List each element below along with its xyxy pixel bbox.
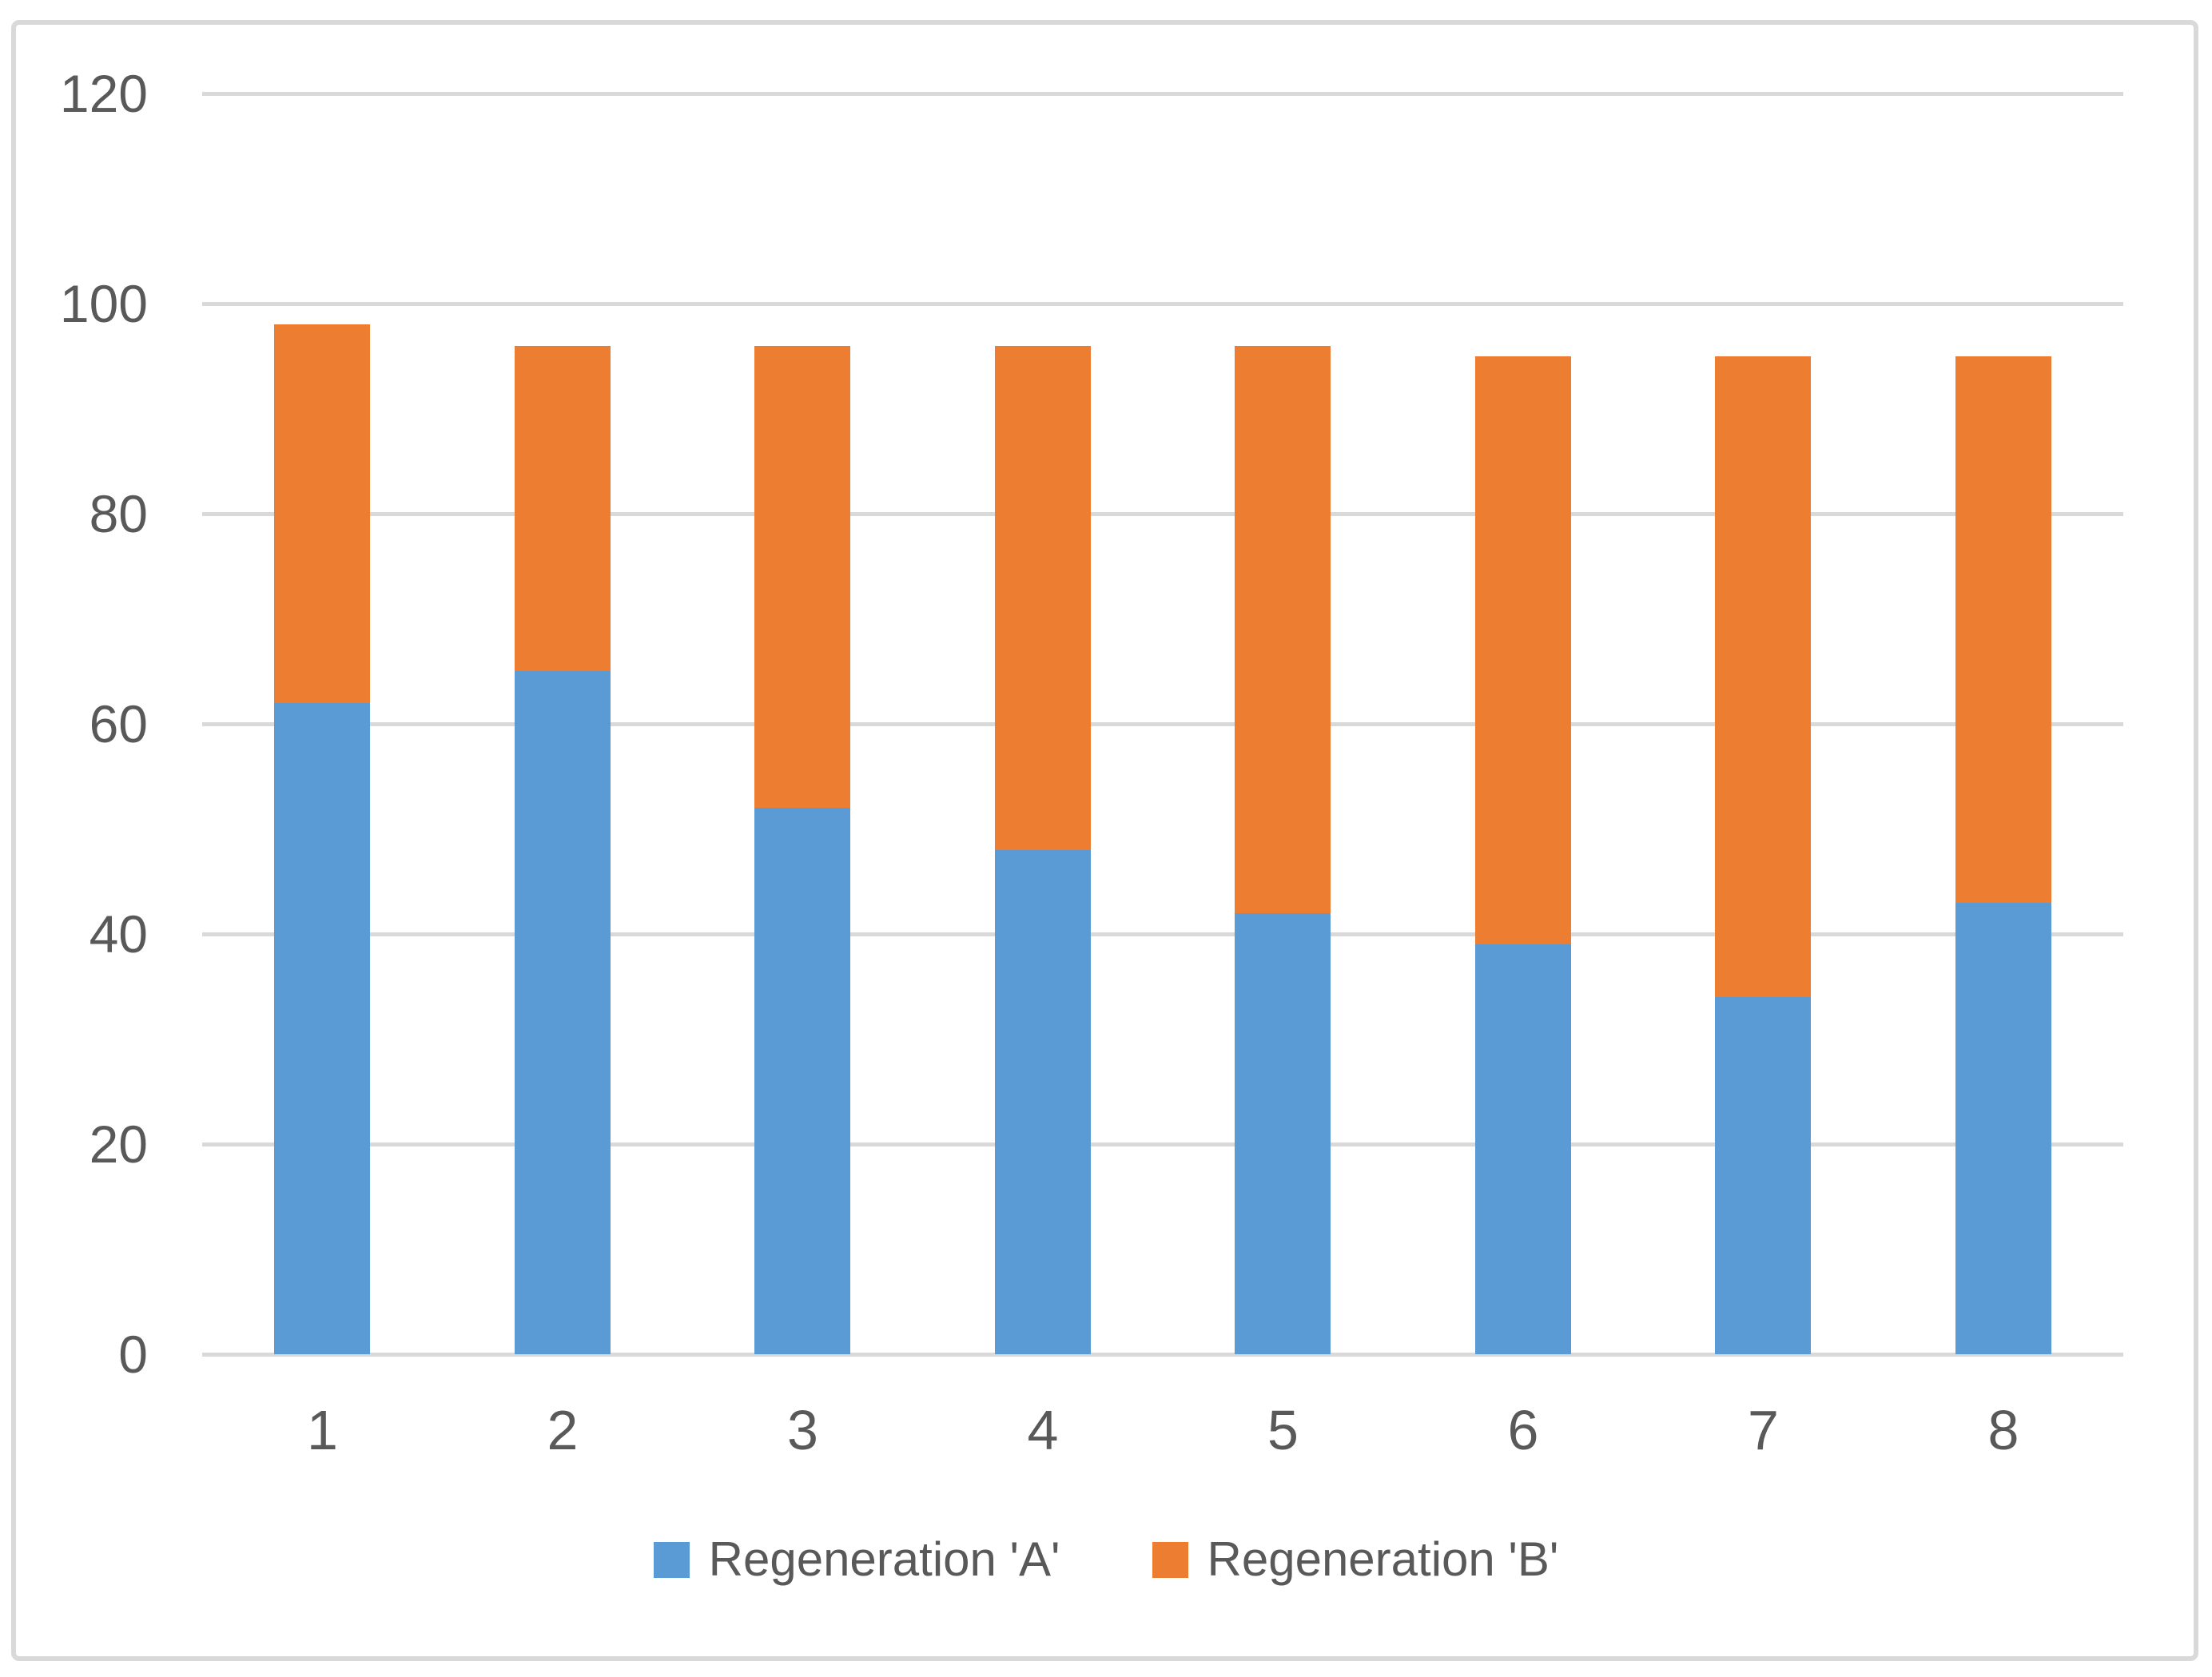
legend-item-1: Regeneration 'A' [653,1532,1060,1586]
gridline-y-60 [202,721,2123,726]
y-tick-label-100: 100 [59,274,148,333]
y-tick-label-0: 0 [118,1325,148,1384]
bar-cat3-series1 [754,808,851,1354]
bar-cat6-series1 [1474,944,1571,1354]
y-tick-label-120: 120 [59,64,148,123]
bar-cat4-series2 [994,345,1091,850]
y-tick-label-20: 20 [89,1115,148,1174]
bar-cat1-series1 [274,702,371,1354]
gridline-y-80 [202,511,2123,516]
x-tick-label-1: 1 [307,1399,338,1461]
gridline-y-100 [202,301,2123,306]
x-tick-label-6: 6 [1507,1399,1539,1461]
legend-swatch-icon [653,1541,690,1578]
legend-item-2: Regeneration 'B' [1152,1532,1559,1586]
x-tick-label-2: 2 [547,1399,579,1461]
y-tick-label-60: 60 [89,694,148,753]
plot-area [202,91,2123,1357]
bar-cat8-series2 [1955,356,2051,903]
y-tick-label-40: 40 [89,904,148,964]
x-tick-label-5: 5 [1267,1399,1299,1461]
gridline-y-120 [202,91,2123,96]
gridline-y-40 [202,932,2123,936]
chart-frame-border [11,20,2198,1661]
x-tick-label-3: 3 [787,1399,818,1461]
gridline-y-0 [202,1352,2123,1357]
x-tick-label-7: 7 [1748,1399,1779,1461]
bar-cat2-series1 [514,671,611,1354]
x-axis: 1 2 3 4 5 6 7 8 [202,1402,2123,1490]
x-tick-label-4: 4 [1027,1399,1059,1461]
x-tick-label-8: 8 [1987,1399,2019,1461]
legend-swatch-icon [1152,1541,1188,1578]
bar-cat7-series2 [1715,356,1812,997]
bar-cat6-series2 [1474,356,1571,945]
bar-cat5-series1 [1235,912,1331,1354]
bar-cat2-series2 [514,345,611,672]
bar-cat8-series1 [1955,902,2051,1354]
legend: Regeneration 'A' Regeneration 'B' [0,1536,2212,1584]
legend-label: Regeneration 'B' [1207,1532,1559,1586]
legend-label: Regeneration 'A' [708,1532,1060,1586]
y-axis: 0 20 40 60 80 100 120 [0,67,148,1381]
gridline-y-20 [202,1142,2123,1146]
bar-cat3-series2 [754,345,851,809]
bar-cat1-series2 [274,324,371,703]
bar-cat7-series1 [1715,996,1812,1354]
y-tick-label-80: 80 [89,484,148,543]
bar-cat5-series2 [1235,345,1331,913]
bar-cat4-series1 [994,849,1091,1354]
